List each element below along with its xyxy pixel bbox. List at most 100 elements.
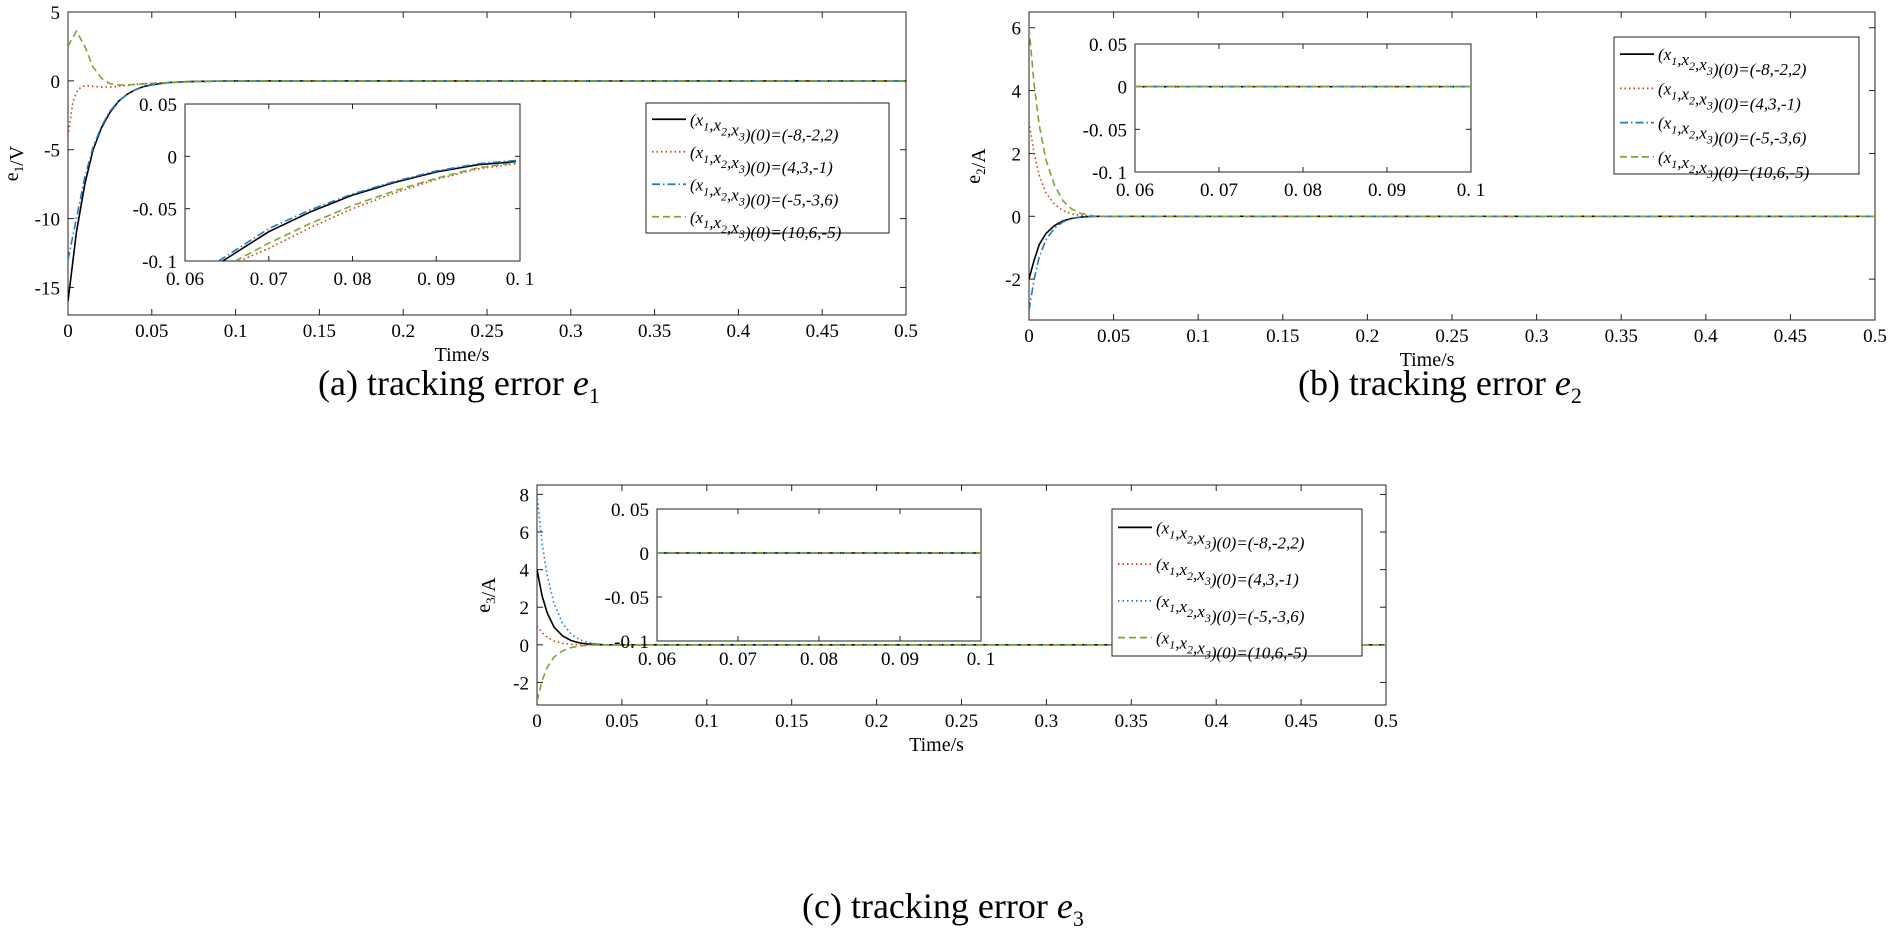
legend-entry-3: (x1,x2,x3)(0)=(-5,-3,6) (690, 175, 839, 209)
inset-x-tick-label: 0. 07 (719, 649, 757, 670)
inset-frame (1134, 43, 1472, 173)
y-tick-label: 5 (51, 3, 61, 24)
x-tick-label: 0.3 (559, 321, 583, 342)
x-tick-label: 0.35 (1115, 711, 1148, 732)
x-tick-label: 0.3 (1525, 326, 1549, 347)
x-tick-label: 0.05 (1097, 326, 1130, 347)
x-tick-label: 0.5 (1374, 711, 1398, 732)
series-line-4 (68, 29, 906, 86)
legend-entry-3: (x1,x2,x3)(0)=(-5,-3,6) (1156, 592, 1305, 626)
inset-y-tick-label: 0. 05 (1089, 35, 1127, 56)
inset-series-line-3 (218, 159, 516, 261)
y-tick-label: 4 (1012, 82, 1022, 103)
y-tick-label: 0 (51, 72, 61, 93)
x-tick-label: 0.1 (224, 321, 248, 342)
x-tick-label: 0.45 (806, 321, 839, 342)
legend-box (645, 102, 890, 234)
x-tick-label: 0.2 (865, 711, 889, 732)
y-axis-label: e1/V (1, 145, 28, 181)
x-tick-label: 0.2 (391, 321, 415, 342)
legend: (x1,x2,x3)(0)=(-8,-2,2)(x1,x2,x3)(0)=(4,… (645, 102, 890, 242)
legend-entry-1: (x1,x2,x3)(0)=(-8,-2,2) (1658, 45, 1807, 79)
legend-entry-4: (x1,x2,x3)(0)=(10,6,-5) (1658, 148, 1810, 182)
inset-y-tick-label: 0 (1118, 78, 1128, 99)
y-tick-label: -10 (35, 210, 60, 231)
x-tick-label: 0.15 (303, 321, 336, 342)
inset-x-tick-label: 0. 06 (638, 649, 676, 670)
inset-x-tick-label: 0. 09 (1368, 180, 1406, 201)
inset-x-tick-label: 0. 1 (967, 649, 996, 670)
inset-x-tick-label: 0. 08 (1284, 180, 1322, 201)
x-tick-label: 0.5 (894, 321, 918, 342)
legend-entry-2: (x1,x2,x3)(0)=(4,3,-1) (1156, 555, 1299, 589)
inset-x-tick-label: 0. 08 (334, 269, 372, 290)
x-tick-label: 0.25 (470, 321, 503, 342)
series-line-3 (68, 80, 906, 261)
x-tick-label: 0.5 (1863, 326, 1887, 347)
legend-entry-3: (x1,x2,x3)(0)=(-5,-3,6) (1658, 114, 1807, 148)
y-axis-label: e2/A (963, 148, 990, 184)
chart-c: 0 0.05 0.1 0.15 0.2 0.25 0.3 0.35 0.4 0.45 0.5-202… (513, 484, 1398, 756)
inset-series-line-4 (234, 161, 516, 261)
inset-chart: 0. 06 0. 07 0. 08 0. 09 0. 1 0. 05 0 -0. 05 -0. … (133, 95, 535, 290)
legend: (x1,x2,x3)(0)=(-8,-2,2)(x1,x2,x3)(0)=(4,… (1613, 36, 1860, 182)
inset-y-tick-label: -0. 1 (142, 252, 177, 273)
x-tick-label: 0.4 (1694, 326, 1718, 347)
inset-frame (184, 103, 521, 262)
x-tick-label: 0.05 (135, 321, 168, 342)
y-tick-label: 0 (1012, 207, 1022, 228)
inset-x-tick-label: 0. 08 (800, 649, 838, 670)
caption-b: (b) tracking error e2 (1298, 363, 1582, 409)
inset-x-tick-label: 0. 07 (1200, 180, 1238, 201)
x-tick-label: 0.25 (945, 711, 978, 732)
inset-y-tick-label: -0. 1 (1092, 163, 1127, 184)
inset-x-tick-label: 0. 06 (166, 269, 204, 290)
x-tick-label: 0.2 (1356, 326, 1380, 347)
caption-c: (c) tracking error e3 (802, 886, 1084, 932)
inset-x-tick-label: 0. 06 (1116, 180, 1154, 201)
y-tick-label: -2 (513, 673, 529, 694)
inset-y-tick-label: -0. 05 (1083, 120, 1127, 141)
series-line-1 (1029, 215, 1875, 280)
x-tick-label: 0.45 (1284, 711, 1317, 732)
x-tick-label: 0.1 (695, 711, 719, 732)
x-tick-label: 0.4 (1204, 711, 1228, 732)
y-axis-label: e3/A (473, 577, 500, 613)
x-axis-label: Time/s (435, 344, 490, 366)
x-tick-label: 0.15 (1266, 326, 1299, 347)
legend-entry-1: (x1,x2,x3)(0)=(-8,-2,2) (690, 110, 839, 144)
legend-entry-2: (x1,x2,x3)(0)=(4,3,-1) (1658, 79, 1801, 113)
legend-box (1613, 36, 1860, 175)
inset-y-tick-label: 0. 05 (611, 500, 649, 521)
x-tick-label: 0.4 (727, 321, 751, 342)
inset-x-tick-label: 0. 1 (1457, 180, 1486, 201)
x-axis-label: Time/s (1400, 349, 1455, 371)
y-tick-label: 0 (520, 636, 530, 657)
x-tick-label: 0.15 (775, 711, 808, 732)
y-tick-label: 6 (1012, 19, 1022, 40)
x-tick-label: 0 (1024, 326, 1034, 347)
inset-y-tick-label: 0. 05 (139, 95, 177, 116)
y-tick-label: -15 (35, 278, 60, 299)
caption-a: (a) tracking error e1 (318, 363, 600, 409)
y-tick-label: -2 (1005, 270, 1021, 291)
x-tick-label: 0.3 (1035, 711, 1059, 732)
chart-a: 0 0.05 0.1 0.15 0.2 0.25 0.3 0.35 0.4 0.45 0.5 -15 -… (35, 3, 918, 366)
series-line-3 (537, 494, 1386, 646)
legend-entry-1: (x1,x2,x3)(0)=(-8,-2,2) (1156, 518, 1305, 552)
legend-entry-4: (x1,x2,x3)(0)=(10,6,-5) (690, 208, 842, 242)
inset-y-tick-label: -0. 05 (133, 200, 177, 221)
y-tick-label: 8 (520, 485, 530, 506)
x-tick-label: 0.35 (638, 321, 671, 342)
chart-b: 0 0.05 0.1 0.15 0.2 0.25 0.3 0.35 0.4 0.45 0.5 -2 0 2… (1005, 11, 1887, 371)
inset-series-line-1 (222, 160, 516, 261)
inset-x-tick-label: 0. 1 (506, 269, 535, 290)
inset-y-tick-label: -0. 1 (614, 632, 649, 653)
y-tick-label: 2 (1012, 144, 1022, 165)
inset-x-tick-label: 0. 07 (250, 269, 288, 290)
inset-frame (656, 508, 982, 642)
y-tick-label: 4 (520, 561, 530, 582)
inset-y-tick-label: 0 (168, 147, 178, 168)
y-tick-label: 6 (520, 523, 530, 544)
